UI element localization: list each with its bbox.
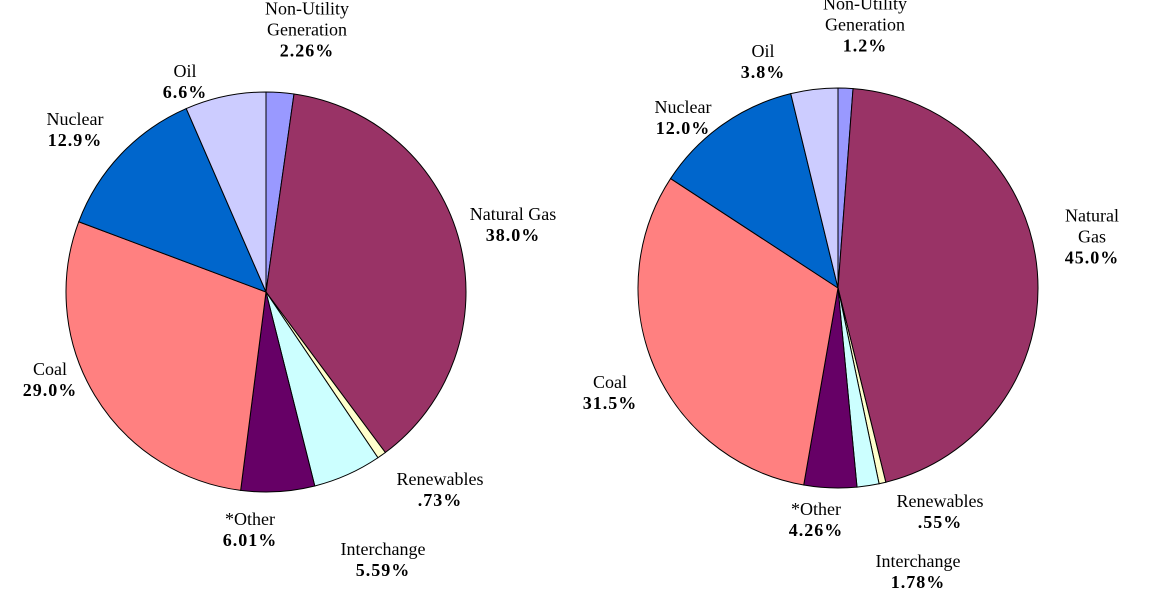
pie-slice [669,93,839,290]
category-name: Nuclear [46,109,104,129]
category-name: Non-Utility Generation [265,0,349,40]
value-label: 3.8% [740,62,786,82]
value-label: 1.2% [842,35,888,56]
category-name: Renewables [896,491,984,511]
slice-label: Nuclear 12.0% [655,97,712,139]
value-label: .55% [917,512,963,532]
value-label: 38.0% [485,225,541,245]
pie-slice [637,177,839,486]
pie-slice [185,91,267,293]
category-name: Renewables [396,469,484,489]
value-label: 6.01% [222,530,278,550]
value-label: 31.5% [582,393,638,413]
slice-label: Natural Gas 38.0% [470,204,556,246]
pie-slice [265,93,467,454]
category-name: Oil [751,41,775,61]
category-name: Natural Gas [469,204,557,224]
slice-label: *Other 6.01% [223,509,278,551]
slice-label: Non-Utility Generation 1.2% [805,0,925,57]
value-label: 6.6% [162,82,208,102]
pie-slice [78,107,267,293]
category-name: *Other [791,499,841,519]
category-name: Interchange [340,539,426,559]
value-label: 45.0% [1064,247,1120,268]
slice-label: Coal 31.5% [583,372,638,414]
value-label: 12.9% [47,130,103,150]
category-name: Natural Gas [1065,205,1119,247]
value-label: 2.26% [279,40,335,61]
category-name: Interchange [875,551,961,571]
slice-label: *Other 4.26% [789,499,844,541]
slice-label: Interchange 1.78% [876,551,961,592]
slice-label: Natural Gas 45.0% [1061,206,1124,269]
category-name: Coal [33,359,67,379]
value-label: 1.78% [890,572,946,592]
value-label: 5.59% [355,560,411,580]
value-label: 12.0% [655,118,711,138]
slice-label: Oil 3.8% [741,41,786,83]
slice-label: Coal 29.0% [23,359,78,401]
slice-label: Non-Utility Generation 2.26% [247,0,367,62]
value-label: 4.26% [788,520,844,540]
slice-label: Nuclear 12.9% [47,109,104,151]
pie-slice [790,87,839,289]
category-name: Nuclear [654,97,712,117]
slice-label: Renewables .55% [897,491,984,533]
slice-label: Oil 6.6% [163,61,208,103]
pie-slice [65,221,267,491]
category-name: Coal [593,372,627,392]
value-label: .73% [417,490,463,510]
pie-slice [837,88,1039,483]
category-name: Non-Utility Generation [823,0,907,35]
value-label: 29.0% [22,380,78,400]
category-name: *Other [225,509,275,529]
slice-label: Renewables .73% [397,469,484,511]
category-name: Oil [173,61,197,81]
slice-label: Interchange 5.59% [341,539,426,581]
